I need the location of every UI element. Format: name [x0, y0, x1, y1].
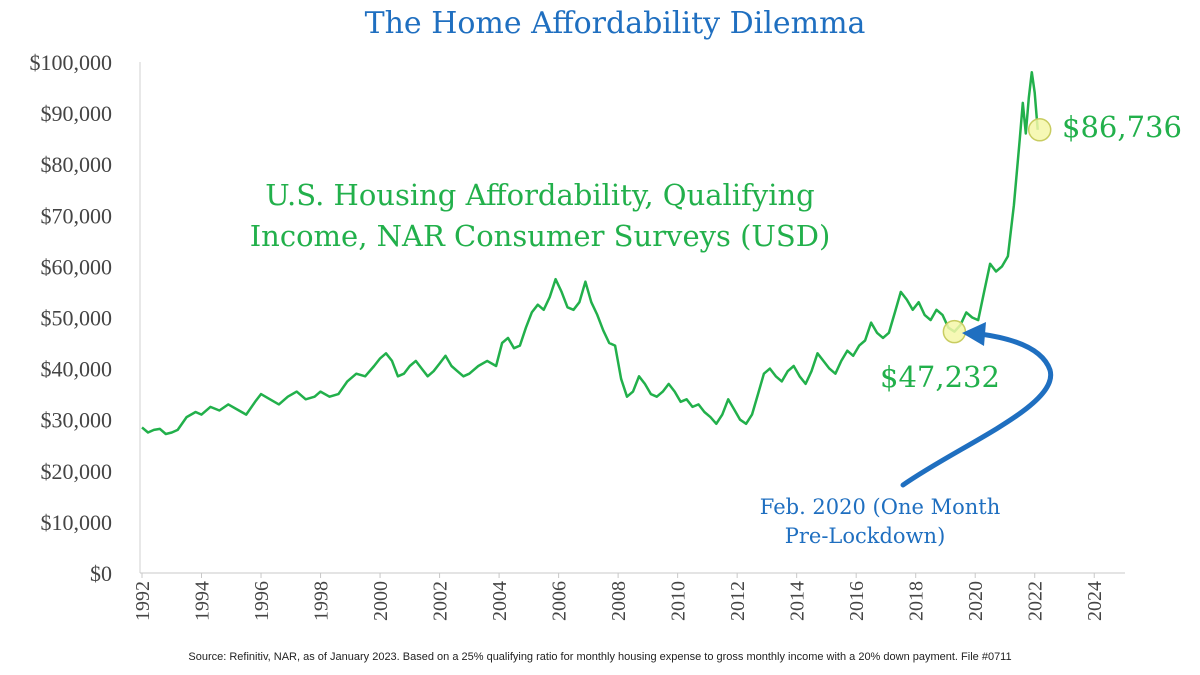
series-label-line-2: Income, NAR Consumer Surveys (USD) [250, 219, 831, 253]
chart-title: The Home Affordability Dilemma [365, 6, 866, 41]
x-tick-label: 1994 [192, 581, 214, 621]
y-tick-label: $70,000 [41, 203, 113, 228]
series-label-line-1: U.S. Housing Affordability, Qualifying [265, 178, 814, 212]
feb2020-value-label: $47,232 [880, 360, 1000, 394]
y-tick-label: $20,000 [41, 459, 113, 484]
y-tick-label: $60,000 [41, 254, 113, 279]
source-note: Source: Refinitiv, NAR, as of January 20… [188, 651, 1011, 663]
x-tick-label: 2004 [489, 581, 511, 621]
x-tick-label: 2012 [727, 581, 749, 621]
y-tick-label: $90,000 [41, 101, 113, 126]
y-tick-label: $0 [90, 561, 112, 586]
x-tick-label: 2000 [370, 581, 392, 621]
feb2020-note-line-2: Pre-Lockdown) [785, 524, 946, 548]
end-value-highlight-marker [1027, 118, 1052, 142]
y-tick-label: $50,000 [41, 306, 113, 331]
x-tick-label: 2014 [787, 581, 809, 621]
annotation-arrowhead [962, 322, 986, 346]
y-tick-label: $40,000 [41, 357, 113, 382]
y-tick-label: $30,000 [41, 408, 113, 433]
x-tick-label: 2016 [846, 581, 868, 621]
feb2020-note-line-1: Feb. 2020 (One Month [760, 495, 1000, 519]
x-tick-label: 2020 [965, 581, 987, 621]
x-tick-label: 2010 [668, 581, 690, 621]
series-line [141, 70, 1039, 436]
x-tick-label: 2024 [1084, 581, 1106, 621]
y-tick-label: $100,000 [30, 50, 113, 75]
annotation-arrow [900, 331, 1054, 488]
x-tick-label: 1992 [132, 581, 154, 621]
x-tick-label: 2002 [430, 581, 452, 621]
feb2020-highlight-marker [942, 319, 967, 344]
x-tick-label: 2006 [549, 581, 571, 621]
x-tick-label: 2008 [608, 581, 630, 621]
y-tick-label: $80,000 [41, 152, 113, 177]
x-tick-label: 2022 [1025, 581, 1047, 621]
x-tick-label: 1998 [311, 581, 333, 621]
y-tick-label: $10,000 [41, 510, 113, 535]
y-axis: $0 $10,000 $20,000 $30,000 $40,000 $50,000 $60… [30, 50, 113, 586]
x-tick-label: 2018 [906, 581, 928, 621]
x-axis: 1992 1994 1996 1998 2000 2002 2004 2006 2008 2010… [132, 573, 1106, 621]
end-value-label: $86,736 [1062, 110, 1182, 144]
x-tick-label: 1996 [251, 581, 273, 621]
